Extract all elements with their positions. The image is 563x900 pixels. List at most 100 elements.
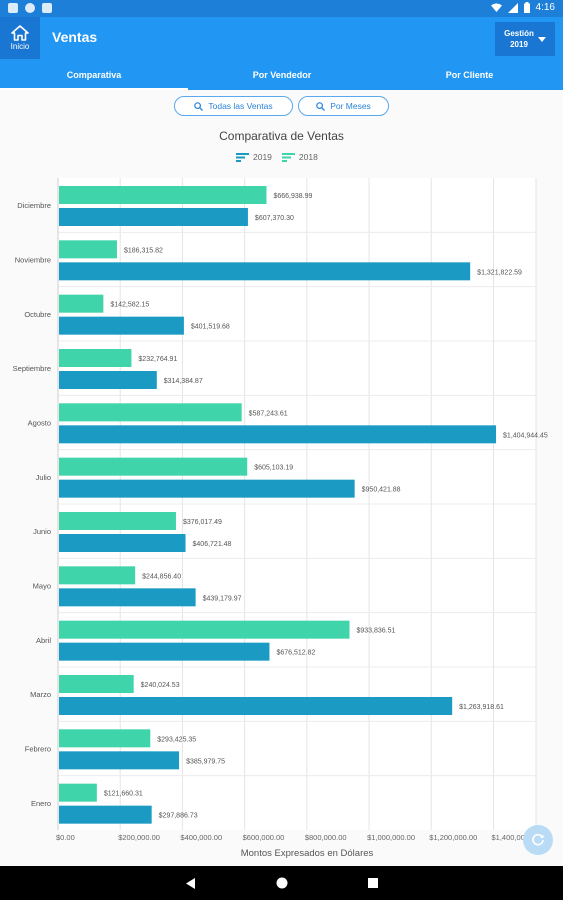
data-label: $1,263,918.61: [459, 704, 504, 711]
data-label: $1,404,944.45: [503, 432, 548, 439]
notification-icon: [25, 3, 35, 13]
y-category-label: Octubre: [24, 310, 51, 319]
overview-icon[interactable]: [368, 878, 378, 888]
bar-chart: $0.00 $200,000.00 $400,000.00 $600,000.00 $8…: [13, 178, 548, 859]
data-label: $401,519.68: [191, 324, 230, 331]
home-label: Inicio: [10, 42, 30, 51]
data-label: $933,836.51: [356, 628, 395, 635]
data-label: $676,512.82: [276, 650, 315, 657]
bar-2018[interactable]: [59, 186, 267, 204]
data-label: $244,856.40: [142, 573, 181, 580]
legend-label: 2019: [253, 152, 272, 162]
x-tick-label: $600,000.00: [243, 833, 285, 842]
bar-2018[interactable]: [59, 403, 242, 422]
y-category-label: Febrero: [25, 745, 51, 754]
refresh-button[interactable]: [523, 825, 553, 855]
tab-por-vendedor[interactable]: Por Vendedor: [188, 59, 376, 90]
data-label: $439,179.97: [203, 595, 242, 602]
x-tick-label: $1,000,000.00: [367, 833, 415, 842]
data-label: $121,660.31: [104, 791, 143, 798]
tab-comparativa[interactable]: Comparativa: [0, 59, 188, 90]
data-label: $605,103.19: [254, 465, 293, 472]
data-label: $666,938.99: [273, 193, 312, 200]
tab-label: Por Vendedor: [252, 69, 312, 80]
bar-2019[interactable]: [59, 371, 157, 389]
home-icon: [11, 25, 29, 41]
bar-2019[interactable]: [59, 697, 453, 715]
y-category-label: Junio: [33, 527, 51, 536]
bar-2018[interactable]: [59, 457, 248, 476]
chip-label: Por Meses: [330, 101, 371, 111]
bar-2018[interactable]: [59, 620, 350, 639]
data-label: $950,421.88: [362, 487, 401, 494]
x-tick-label: $1,200,000.00: [429, 833, 477, 842]
bar-2018[interactable]: [59, 349, 132, 367]
bar-2019[interactable]: [59, 262, 471, 281]
data-label: $186,315.82: [124, 247, 163, 254]
bar-2018[interactable]: [59, 512, 176, 530]
bar-2019[interactable]: [59, 425, 497, 444]
bar-2018[interactable]: [59, 566, 136, 585]
data-label: $587,243.61: [249, 410, 288, 417]
signal-icon: [507, 2, 518, 13]
chart-title: Comparativa de Ventas: [219, 129, 344, 143]
y-category-label: Agosto: [28, 419, 51, 428]
wifi-icon: [490, 3, 502, 12]
bar-2019[interactable]: [59, 534, 186, 552]
y-category-label: Abril: [36, 636, 51, 645]
notification-icons: [8, 3, 52, 13]
bar-2019[interactable]: [59, 316, 184, 335]
data-label: $385,979.75: [186, 758, 225, 765]
refresh-icon: [532, 833, 544, 846]
bar-2019[interactable]: [59, 208, 248, 226]
todas-las-ventas-button[interactable]: Todas las Ventas: [174, 96, 293, 116]
notification-icon: [8, 3, 18, 13]
home-button[interactable]: Inicio: [0, 17, 40, 59]
y-category-label: Diciembre: [17, 201, 51, 210]
battery-icon: [523, 2, 530, 13]
data-label: $297,886.73: [159, 813, 198, 820]
bar-2018[interactable]: [59, 240, 117, 259]
data-label: $232,764.91: [138, 356, 177, 363]
bar-2019[interactable]: [59, 588, 196, 607]
tab-por-cliente[interactable]: Por Cliente: [376, 59, 563, 90]
bar-2019[interactable]: [59, 751, 180, 770]
legend-item-2019[interactable]: 2019: [236, 152, 272, 162]
data-label: $1,321,822.59: [477, 269, 522, 276]
chip-label: Todas las Ventas: [208, 101, 273, 111]
legend-swatch-icon: [236, 152, 249, 162]
legend-swatch-icon: [281, 152, 295, 162]
legend-label: 2018: [298, 152, 318, 162]
y-category-label: Enero: [31, 799, 51, 808]
x-tick-label: $400,000.00: [180, 833, 222, 842]
legend-item-2018[interactable]: 2018: [281, 152, 318, 162]
data-label: $240,024.53: [141, 682, 180, 689]
por-meses-button[interactable]: Por Meses: [298, 96, 389, 116]
bar-2018[interactable]: [59, 783, 97, 802]
gestion-label: Gestión: [504, 29, 534, 38]
bar-2018[interactable]: [59, 294, 104, 313]
data-label: $142,582.15: [110, 302, 149, 309]
tab-label: Comparativa: [66, 69, 122, 80]
gestion-dropdown[interactable]: Gestión 2019: [495, 22, 555, 56]
bar-2018[interactable]: [59, 675, 134, 693]
notification-icon: [42, 3, 52, 13]
bar-2019[interactable]: [59, 642, 270, 661]
search-icon: [194, 101, 204, 111]
bar-2018[interactable]: [59, 729, 151, 748]
status-time: 4:16: [535, 2, 555, 13]
page-title: Ventas: [52, 29, 98, 45]
back-icon[interactable]: [186, 878, 196, 889]
chart-legend: 2019 2018: [236, 152, 318, 162]
gestion-year: 2019: [510, 40, 528, 49]
bar-2019[interactable]: [59, 805, 152, 824]
data-label: $607,370.30: [255, 215, 294, 222]
y-category-label: Marzo: [30, 690, 51, 699]
x-axis-title: Montos Expresados en Dólares: [241, 848, 374, 859]
x-tick-label: $0.00: [56, 833, 75, 842]
bar-2019[interactable]: [59, 479, 355, 498]
y-category-label: Septiembre: [13, 364, 51, 373]
y-category-label: Julio: [36, 473, 51, 482]
data-label: $406,721.48: [193, 541, 232, 548]
home-circle-icon[interactable]: [276, 877, 288, 889]
